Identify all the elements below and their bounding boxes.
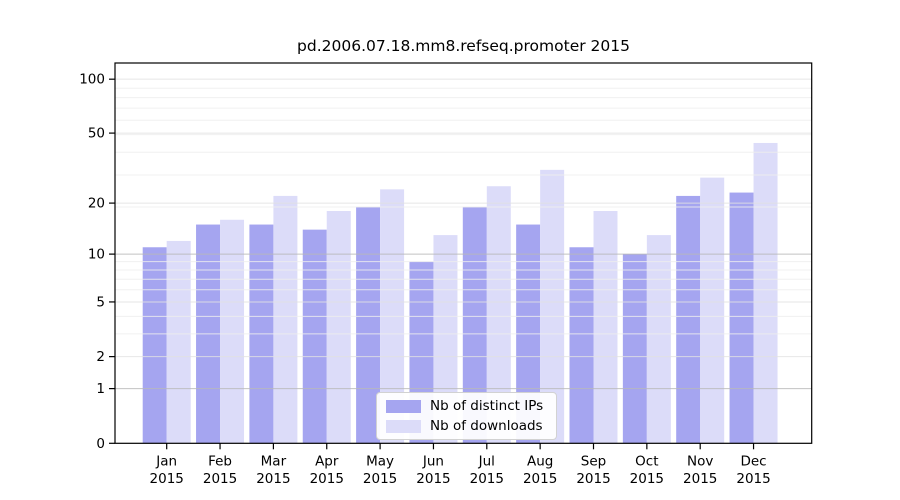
x-tick-label-year-dec: 2015	[736, 471, 770, 487]
bar-distinct-ips-jan	[142, 247, 167, 444]
x-tick-label-year-aug: 2015	[523, 471, 557, 487]
bar-downloads-nov	[700, 177, 725, 444]
y-tick-label-20: 20	[88, 196, 105, 212]
bar-distinct-ips-sep	[569, 247, 594, 444]
legend-swatch-downloads	[386, 419, 421, 433]
x-tick-label-month-nov: Nov	[687, 453, 713, 469]
x-tick-label-month-apr: Apr	[315, 453, 339, 469]
bar-downloads-apr	[326, 210, 351, 444]
chart-title: pd.2006.07.18.mm8.refseq.promoter 2015	[297, 37, 630, 55]
x-tick-label-year-jul: 2015	[470, 471, 504, 487]
legend-swatch-distinct-ips	[386, 399, 421, 413]
y-tick-label-0: 0	[96, 436, 105, 452]
x-tick-label-year-apr: 2015	[310, 471, 344, 487]
x-tick-label-month-sep: Sep	[581, 453, 606, 469]
x-tick-label-month-jun: Jun	[422, 453, 444, 469]
x-tick-label-month-aug: Aug	[527, 453, 553, 469]
x-tick-label-year-jan: 2015	[150, 471, 184, 487]
y-tick-label-1: 1	[96, 381, 105, 397]
x-tick-label-year-jun: 2015	[416, 471, 450, 487]
legend-label-downloads: Nb of downloads	[430, 418, 543, 434]
x-tick-label-month-feb: Feb	[208, 453, 232, 469]
x-tick-label-year-sep: 2015	[576, 471, 610, 487]
x-tick-label-month-jul: Jul	[478, 453, 495, 469]
bar-distinct-ips-oct	[622, 254, 647, 444]
legend-label-distinct-ips: Nb of distinct IPs	[430, 398, 544, 414]
x-tick-label-month-oct: Oct	[635, 453, 658, 469]
bar-distinct-ips-nov	[676, 195, 701, 444]
x-tick-label-month-mar: Mar	[261, 453, 287, 469]
legend-item-distinct-ips: Nb of distinct IPs	[386, 398, 547, 414]
x-tick-label-year-oct: 2015	[630, 471, 664, 487]
bar-downloads-mar	[273, 195, 298, 444]
bar-distinct-ips-apr	[302, 229, 327, 444]
y-tick-label-10: 10	[88, 247, 105, 263]
y-tick-label-50: 50	[88, 126, 105, 142]
y-tick-label-2: 2	[96, 349, 105, 365]
bar-downloads-feb	[220, 219, 245, 444]
bar-distinct-ips-dec	[729, 192, 754, 444]
x-tick-label-year-feb: 2015	[203, 471, 237, 487]
bar-downloads-jan	[166, 240, 191, 444]
bar-downloads-dec	[753, 142, 778, 444]
x-tick-label-month-jan: Jan	[155, 453, 177, 469]
x-tick-label-year-nov: 2015	[683, 471, 717, 487]
legend-item-downloads: Nb of downloads	[386, 418, 547, 434]
y-tick-label-100: 100	[79, 72, 105, 88]
legend: Nb of distinct IPs Nb of downloads	[376, 392, 557, 440]
bar-downloads-sep	[593, 210, 618, 444]
axes-border	[114, 62, 813, 444]
x-tick-label-month-may: May	[366, 453, 394, 469]
y-tick-label-5: 5	[96, 294, 105, 310]
bar-downloads-oct	[646, 235, 671, 444]
x-tick-label-month-dec: Dec	[740, 453, 766, 469]
x-tick-label-year-mar: 2015	[256, 471, 290, 487]
x-tick-label-year-may: 2015	[363, 471, 397, 487]
